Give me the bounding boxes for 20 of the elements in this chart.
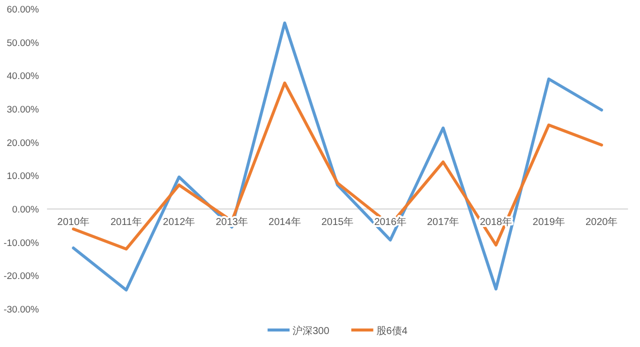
x-tick-label: 2017年 [427,216,460,228]
y-tick-label: -10.00% [4,238,40,249]
x-tick-label: 2014年 [268,216,301,228]
x-tick-label: 2019年 [532,216,565,228]
x-tick-label: 2010年 [57,216,90,228]
y-tick-label: 10.00% [6,171,40,182]
y-tick-label: 20.00% [6,138,40,149]
x-tick-label: 2020年 [585,216,618,228]
y-tick-label: -30.00% [4,304,40,316]
y-tick-label: 50.00% [6,38,40,49]
x-tick-label: 2011年 [110,216,142,228]
y-tick-label: 30.00% [6,104,40,116]
y-tick-label: 40.00% [6,71,40,82]
x-tick-label: 2015年 [321,216,354,228]
y-tick-label: 0.00% [12,204,40,216]
y-tick-label: -20.00% [4,271,40,282]
legend-label: 股6债4 [376,326,408,337]
y-tick-label: 60.00% [6,4,40,16]
x-tick-label: 2012年 [162,216,196,228]
legend-label: 沪深300 [292,325,330,337]
